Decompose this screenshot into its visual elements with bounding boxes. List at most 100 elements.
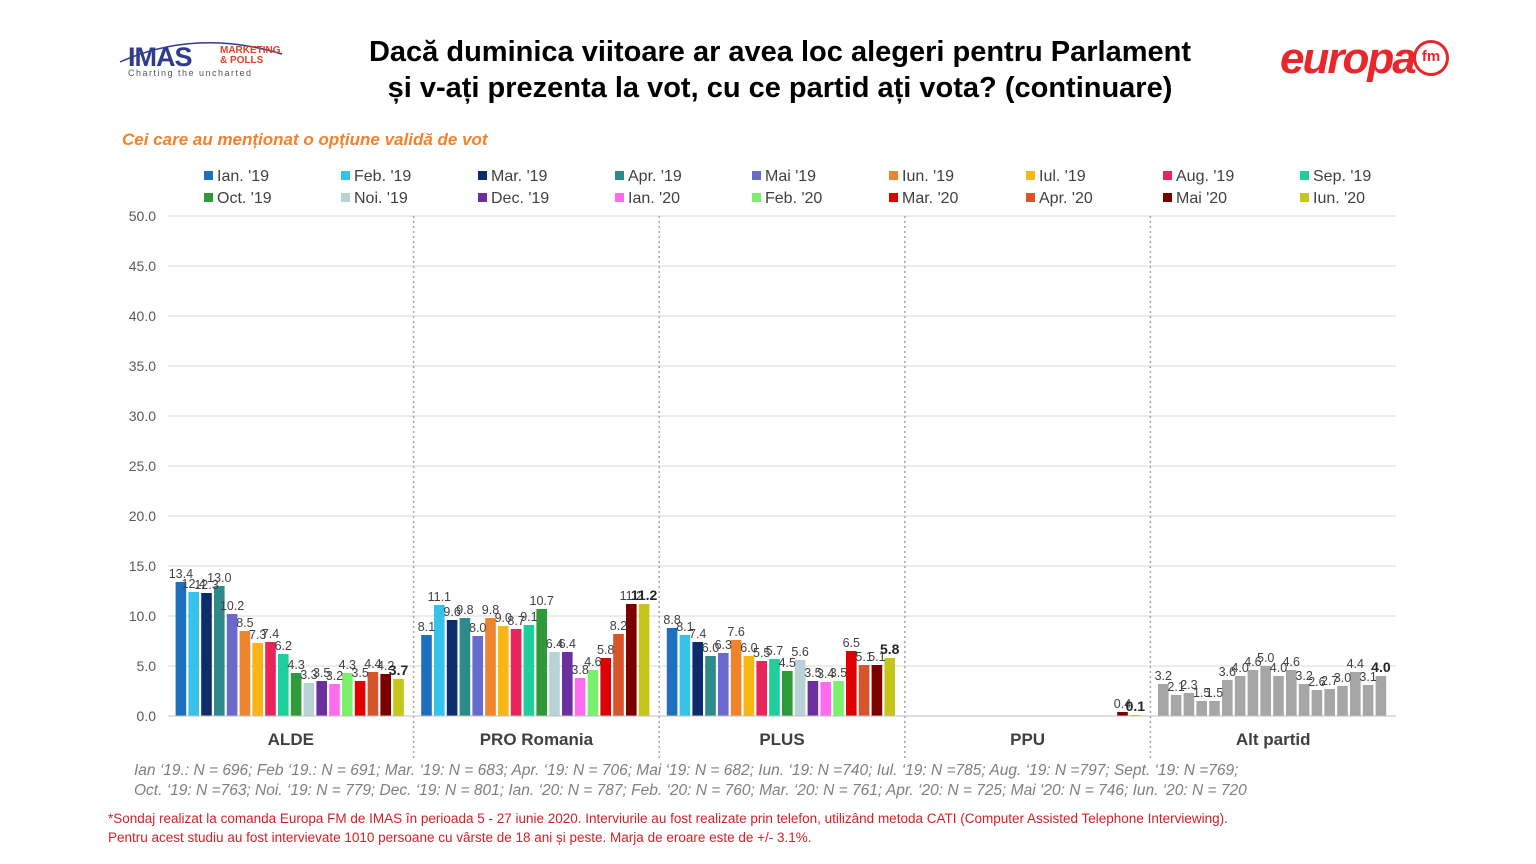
data-label: 7.4: [689, 627, 706, 641]
bar: [290, 673, 302, 716]
bar: [549, 652, 560, 716]
data-label: 8.1: [676, 620, 693, 634]
bar: [1298, 684, 1310, 716]
bar: [498, 626, 509, 716]
bar: [846, 651, 857, 716]
legend-swatch: [1163, 171, 1172, 180]
bar: [380, 674, 391, 716]
bar: [265, 642, 276, 716]
bar: [718, 653, 729, 716]
bar: [214, 586, 225, 716]
bar: [1158, 684, 1169, 716]
data-label: 12.3: [194, 578, 218, 592]
bar: [316, 681, 327, 716]
legend-label: Ian. '20: [628, 190, 680, 207]
data-label: 4.6: [1283, 655, 1300, 669]
bar: [858, 665, 870, 716]
methodology-footnote: *Sondaj realizat la comanda Europa FM de…: [108, 809, 1428, 847]
data-label: 6.4: [546, 637, 563, 651]
x-category-label: Alt partid: [1236, 730, 1311, 749]
y-tick-label: 30.0: [129, 408, 156, 424]
data-label: 7.4: [262, 627, 279, 641]
data-label: 4.5: [779, 656, 796, 670]
data-label: 5.1: [868, 650, 885, 664]
bar: [600, 658, 611, 716]
legend-swatch: [204, 193, 213, 202]
data-label: 5.8: [597, 643, 614, 657]
bar: [188, 592, 199, 716]
bar: [574, 678, 586, 716]
bar: [1375, 676, 1387, 716]
data-label: 1.5: [1206, 686, 1223, 700]
legend-label: Noi. '19: [354, 190, 408, 207]
bar: [679, 635, 691, 716]
data-label: 5.0: [1257, 651, 1274, 665]
chart-subtitle: Cei care au menționat o opțiune validă d…: [122, 130, 488, 149]
bar: [1183, 693, 1195, 716]
data-label: 9.0: [495, 611, 512, 625]
legend-swatch: [752, 193, 761, 202]
data-label: 8.2: [610, 619, 627, 633]
bar: [252, 643, 263, 716]
bar: [794, 660, 806, 716]
data-label: 8.8: [663, 613, 680, 627]
bar: [1362, 685, 1374, 716]
bar: [730, 640, 742, 716]
sample-sizes-line-2: Oct. ‘19: N =763; Noi. ‘19: N = 779; Dec…: [134, 782, 1247, 799]
y-tick-label: 40.0: [129, 308, 156, 324]
legend-label: Feb. '20: [765, 190, 822, 207]
title-line-2: și v-ați prezenta la vot, cu ce partid a…: [387, 72, 1173, 104]
data-label: 4.3: [339, 658, 356, 672]
bar: [459, 618, 471, 716]
bar: [342, 673, 353, 716]
data-label: 13.4: [169, 567, 193, 581]
footnote-line-1: *Sondaj realizat la comanda Europa FM de…: [108, 811, 1228, 826]
data-label: 5.1: [855, 650, 872, 664]
bar: [434, 605, 445, 716]
bar: [743, 656, 755, 716]
bar: [523, 625, 535, 716]
data-label: 4.0: [1231, 661, 1248, 675]
legend-swatch: [341, 171, 350, 180]
legend-swatch: [889, 193, 898, 202]
y-tick-label: 10.0: [129, 608, 156, 624]
data-label: 3.1: [1359, 670, 1376, 684]
data-label: 3.4: [817, 667, 834, 681]
sample-sizes-note: Ian ‘19.: N = 696; Feb ‘19.: N = 691; Ma…: [134, 761, 1394, 801]
data-label: 2.3: [1180, 678, 1197, 692]
data-label: 3.5: [351, 666, 368, 680]
europa-logo-text: europa: [1280, 34, 1417, 83]
bar: [705, 656, 716, 716]
legend-swatch: [1300, 193, 1309, 202]
data-label: 1.5: [1193, 686, 1210, 700]
data-label: 6.2: [275, 639, 292, 653]
legend-label: Dec. '19: [491, 190, 549, 207]
legend-swatch: [1163, 193, 1172, 202]
bar: [446, 620, 458, 716]
y-tick-label: 35.0: [129, 358, 156, 374]
chart-grid: [168, 215, 1396, 717]
bar: [303, 683, 315, 716]
imas-tagline: Charting the uncharted: [128, 68, 253, 78]
x-category-label: PLUS: [759, 730, 804, 749]
bar: [510, 629, 522, 716]
data-label: 3.5: [804, 666, 821, 680]
legend-swatch: [889, 171, 898, 180]
data-label: 6.3: [715, 638, 732, 652]
data-label: 3.6: [1219, 665, 1236, 679]
europa-fm-badge: fm: [1413, 40, 1449, 76]
bar: [393, 679, 404, 716]
legend-label: Ian. '19: [217, 168, 269, 185]
data-label: 6.5: [843, 636, 860, 650]
bar: [239, 631, 251, 716]
data-label: 3.5: [830, 666, 847, 680]
legend-label: Mar. '19: [491, 168, 548, 185]
bar: [421, 635, 432, 716]
bar: [1247, 670, 1259, 716]
data-label: 5.7: [766, 644, 783, 658]
legend-label: Aug. '19: [1176, 168, 1234, 185]
legend-swatch: [752, 171, 761, 180]
bar: [638, 604, 650, 716]
legend-label: Mar. '20: [902, 190, 959, 207]
imas-logo-sub: MARKETING & POLLS: [220, 46, 281, 66]
